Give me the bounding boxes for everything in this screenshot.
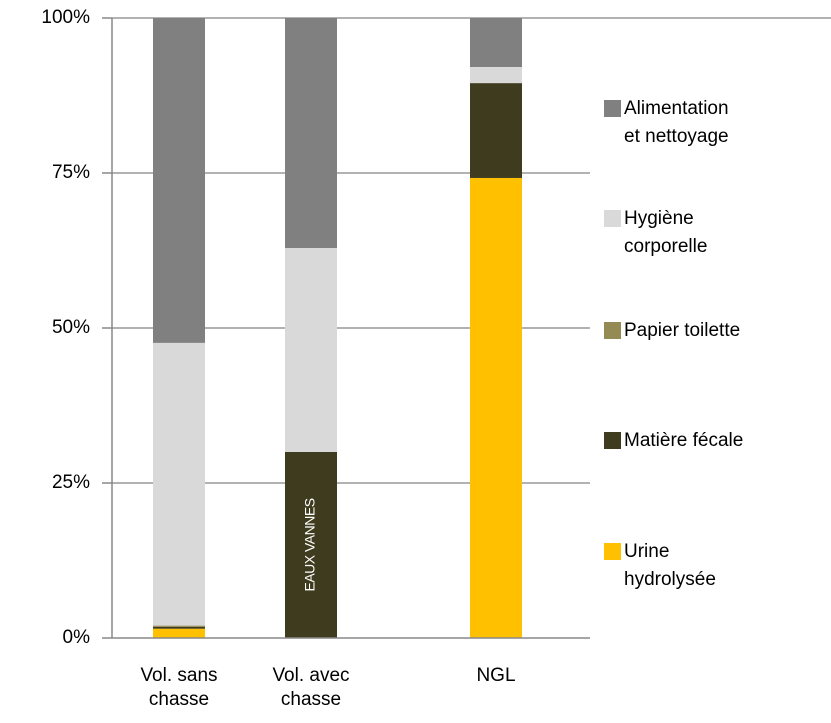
bar-segment <box>285 248 337 452</box>
legend-label: Urine hydrolysée <box>624 541 716 590</box>
legend-item: Urine hydrolysée <box>604 538 742 594</box>
annotation: EAUX VANNES <box>302 498 318 591</box>
legend-label: Alimentation et nettoyage <box>624 98 729 147</box>
legend-item: Hygiène corporelle <box>604 205 742 261</box>
bar-segment <box>153 626 205 629</box>
legend-item: Papier toilette <box>604 317 740 345</box>
y-tick-label: 50% <box>52 317 90 338</box>
legend-swatch <box>604 543 621 560</box>
x-tick-label: NGL <box>476 665 516 686</box>
bar-segment <box>285 452 337 638</box>
legend-swatch <box>604 432 621 449</box>
bar-segment <box>470 18 522 67</box>
bar-segment <box>153 625 205 627</box>
y-tick-label: 75% <box>52 162 90 183</box>
bar-segment <box>285 18 337 249</box>
bar-segment <box>153 628 205 638</box>
legend-label: Papier toilette <box>624 320 741 341</box>
x-tick-label: Vol. sans chasse <box>140 665 218 710</box>
legend-item: Alimentation et nettoyage <box>604 95 742 151</box>
legend-label: Hygiène corporelle <box>624 208 708 257</box>
legend-swatch <box>604 100 621 117</box>
y-tick-label: 100% <box>41 7 90 28</box>
bar-segment <box>153 18 205 343</box>
y-tick-label: 25% <box>52 472 90 493</box>
legend-item: Matière fécale <box>604 427 743 455</box>
legend-swatch <box>604 210 621 227</box>
bar-segment <box>470 66 522 84</box>
bar-segment <box>153 342 205 626</box>
y-tick-label: 0% <box>63 627 91 648</box>
x-tick-label: Vol. avec chasse <box>272 665 350 710</box>
bar-segment <box>470 177 522 638</box>
bar-segment <box>470 83 522 178</box>
legend-swatch <box>604 322 621 339</box>
legend-label: Matière fécale <box>624 430 744 451</box>
